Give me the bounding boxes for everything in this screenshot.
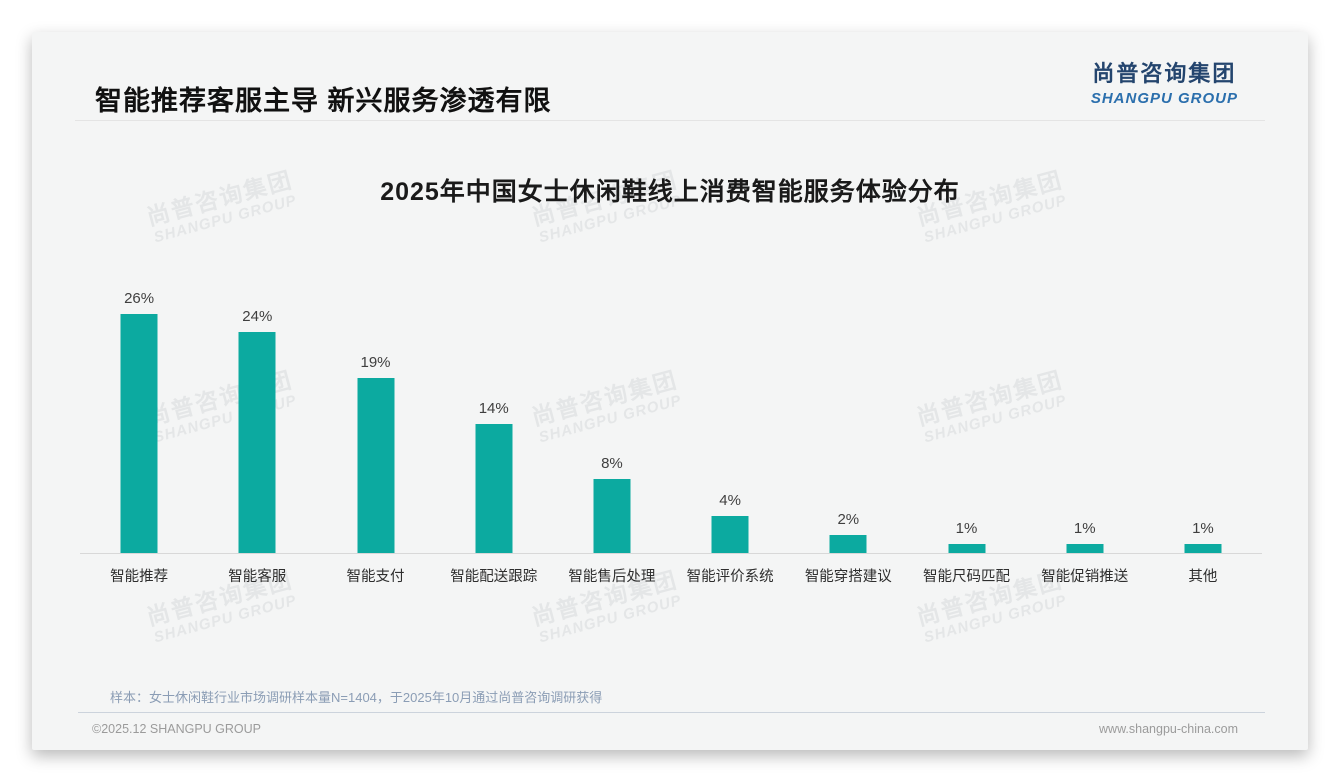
watermark-line2: SHANGPU GROUP (537, 592, 684, 647)
bar-column: 8% (553, 291, 671, 553)
bar-value-label: 8% (601, 455, 623, 473)
company-logo: 尚普咨询集团 SHANGPU GROUP (1091, 56, 1238, 107)
copyright-text: ©2025.12 SHANGPU GROUP (92, 722, 261, 736)
sample-note: 样本：女士休闲鞋行业市场调研样本量N=1404，于2025年10月通过尚普咨询调… (110, 690, 603, 705)
bar (829, 534, 867, 553)
category-label: 智能推荐 (110, 569, 169, 585)
website-link[interactable]: www.shangpu-china.com (1099, 722, 1238, 736)
bar (475, 424, 513, 553)
footer-divider (78, 712, 1265, 713)
bar-column: 1% (1026, 291, 1144, 553)
category-label: 智能配送跟踪 (450, 569, 538, 585)
watermark-line2: SHANGPU GROUP (922, 592, 1069, 647)
bar-column: 19% (316, 291, 434, 553)
bar-value-label: 14% (478, 400, 509, 418)
bar-value-label: 19% (360, 354, 391, 372)
bar-value-label: 1% (1192, 519, 1214, 537)
watermark-line2: SHANGPU GROUP (152, 592, 299, 647)
category-label: 智能穿搭建议 (804, 569, 892, 585)
bar-column: 1% (1144, 291, 1262, 553)
bar-column: 26% (80, 289, 198, 553)
bar (120, 313, 158, 553)
bar-value-label: 2% (837, 510, 860, 528)
category-label: 其他 (1188, 569, 1218, 585)
logo-english-text: SHANGPU GROUP (1090, 90, 1238, 107)
bar-column: 4% (671, 291, 789, 553)
category-label: 智能客服 (228, 569, 287, 585)
bar-column: 1% (907, 291, 1025, 553)
bar (593, 479, 631, 553)
bar (711, 516, 749, 553)
bar (948, 543, 986, 553)
bar-value-label: 4% (719, 492, 741, 510)
bar-column: 2% (789, 291, 907, 553)
bar-column: 24% (198, 291, 316, 553)
slide-card: 尚普咨询集团 SHANGPU GROUP 尚普咨询集团 SHANGPU GROUP 尚普… (32, 32, 1308, 750)
category-label: 智能尺码匹配 (923, 569, 1011, 585)
logo-chinese-text: 尚普咨询集团 (1092, 61, 1237, 86)
bar-value-label: 26% (124, 289, 155, 307)
category-label: 智能促销推送 (1041, 569, 1129, 585)
header-divider (75, 120, 1265, 121)
category-label: 智能售后处理 (568, 569, 656, 585)
chart-plot: 26% 24% 19% 14% 8% 4% 2% 1% 1% 1% (80, 289, 1262, 554)
chart-categories: 智能推荐 智能客服 智能支付 智能配送跟踪 智能售后处理 智能评价系统 智能穿搭建议 智能尺码… (80, 565, 1262, 586)
bar-value-label: 24% (242, 308, 273, 326)
footer-bar: ©2025.12 SHANGPU GROUP www.shangpu-china… (32, 722, 1308, 736)
category-label: 智能评价系统 (686, 569, 774, 585)
bar (1184, 543, 1222, 553)
bar (238, 332, 276, 553)
category-label: 智能支付 (346, 569, 405, 585)
bar (1066, 543, 1104, 553)
page-title: 智能推荐客服主导 新兴服务渗透有限 (95, 86, 552, 116)
bar-column: 14% (435, 291, 553, 553)
bar-value-label: 1% (1073, 519, 1096, 537)
bar-value-label: 1% (955, 519, 978, 537)
chart-title: 2025年中国女士休闲鞋线上消费智能服务体验分布 (380, 178, 960, 206)
bar (357, 378, 394, 553)
